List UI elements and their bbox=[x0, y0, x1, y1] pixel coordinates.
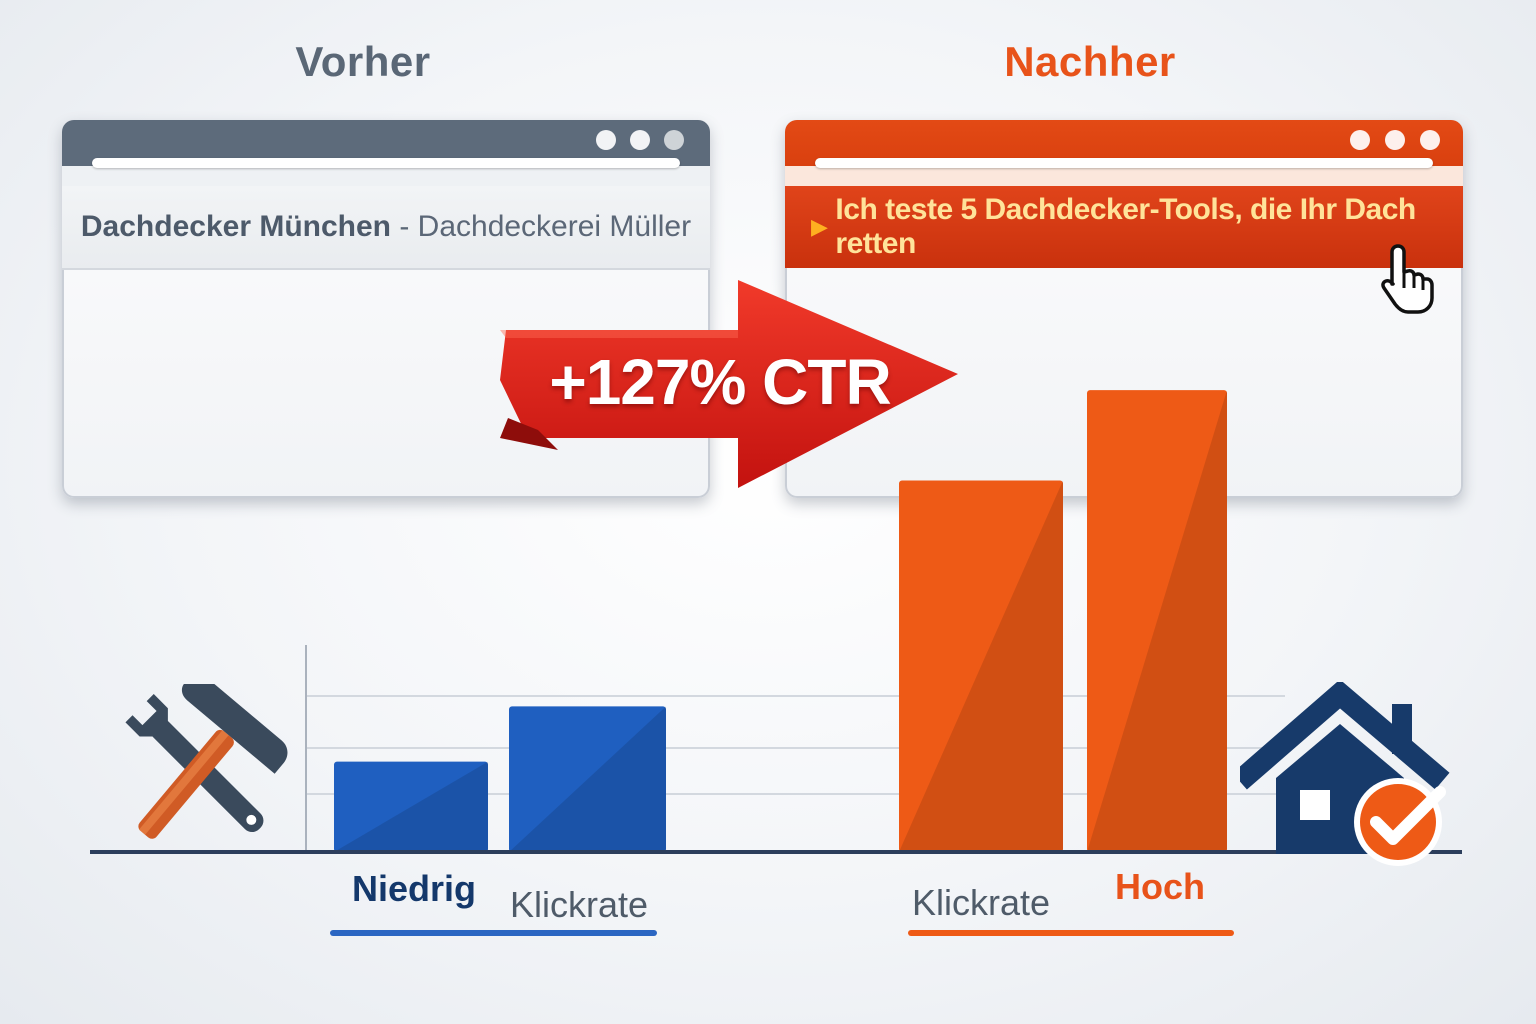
label-klickrate-before: Klickrate bbox=[510, 884, 649, 925]
chart-bars bbox=[334, 390, 1227, 852]
result-title-strong: Dachdecker München bbox=[80, 210, 391, 243]
underline-before bbox=[330, 930, 657, 936]
label-hoch: Hoch bbox=[1115, 866, 1205, 907]
play-triangle-icon: ▶ bbox=[811, 214, 828, 239]
hand-pointer-icon bbox=[1381, 244, 1434, 314]
ctr-badge-label: +127% CTR bbox=[549, 346, 891, 418]
result-title-after: Ich teste 5 Dachdecker-Tools, die Ihr Da… bbox=[835, 193, 1416, 260]
search-result-after[interactable]: ▶ Ich teste 5 Dachdecker-Tools, die Ihr … bbox=[785, 186, 1463, 268]
heading-before: Vorher bbox=[295, 38, 431, 85]
window-dot-icon[interactable] bbox=[596, 130, 616, 150]
address-bar[interactable] bbox=[815, 158, 1433, 168]
window-dot-icon[interactable] bbox=[664, 130, 684, 150]
window-dot-icon[interactable] bbox=[1420, 130, 1440, 150]
label-niedrig: Niedrig bbox=[352, 868, 477, 909]
browser-chrome bbox=[62, 120, 710, 186]
search-result-before[interactable]: Dachdecker München - Dachdeckerei Müller bbox=[62, 186, 710, 270]
bar-after-1 bbox=[899, 480, 1063, 852]
window-dot-icon[interactable] bbox=[630, 130, 650, 150]
label-klickrate-after: Klickrate bbox=[912, 882, 1051, 923]
house-check-icon bbox=[1240, 682, 1450, 866]
window-dot-icon[interactable] bbox=[1350, 130, 1370, 150]
bar-after-2 bbox=[1087, 390, 1227, 852]
bar-shading bbox=[1087, 390, 1227, 852]
bar-shading bbox=[334, 761, 488, 852]
hammer-wrench-icon bbox=[125, 684, 288, 839]
bar-shading bbox=[509, 706, 666, 852]
result-separator: - bbox=[390, 210, 418, 243]
bar-before-1 bbox=[334, 761, 488, 852]
underline-after bbox=[908, 930, 1234, 936]
window-dot-icon[interactable] bbox=[1385, 130, 1405, 150]
result-title-rest: Dachdeckerei Müller bbox=[417, 210, 692, 243]
browser-chrome bbox=[785, 120, 1463, 186]
bar-shading bbox=[899, 480, 1063, 852]
address-bar[interactable] bbox=[92, 158, 680, 168]
ctr-arrow-banner bbox=[500, 280, 958, 488]
bar-before-2 bbox=[509, 706, 666, 852]
heading-after: Nachher bbox=[1004, 38, 1176, 85]
